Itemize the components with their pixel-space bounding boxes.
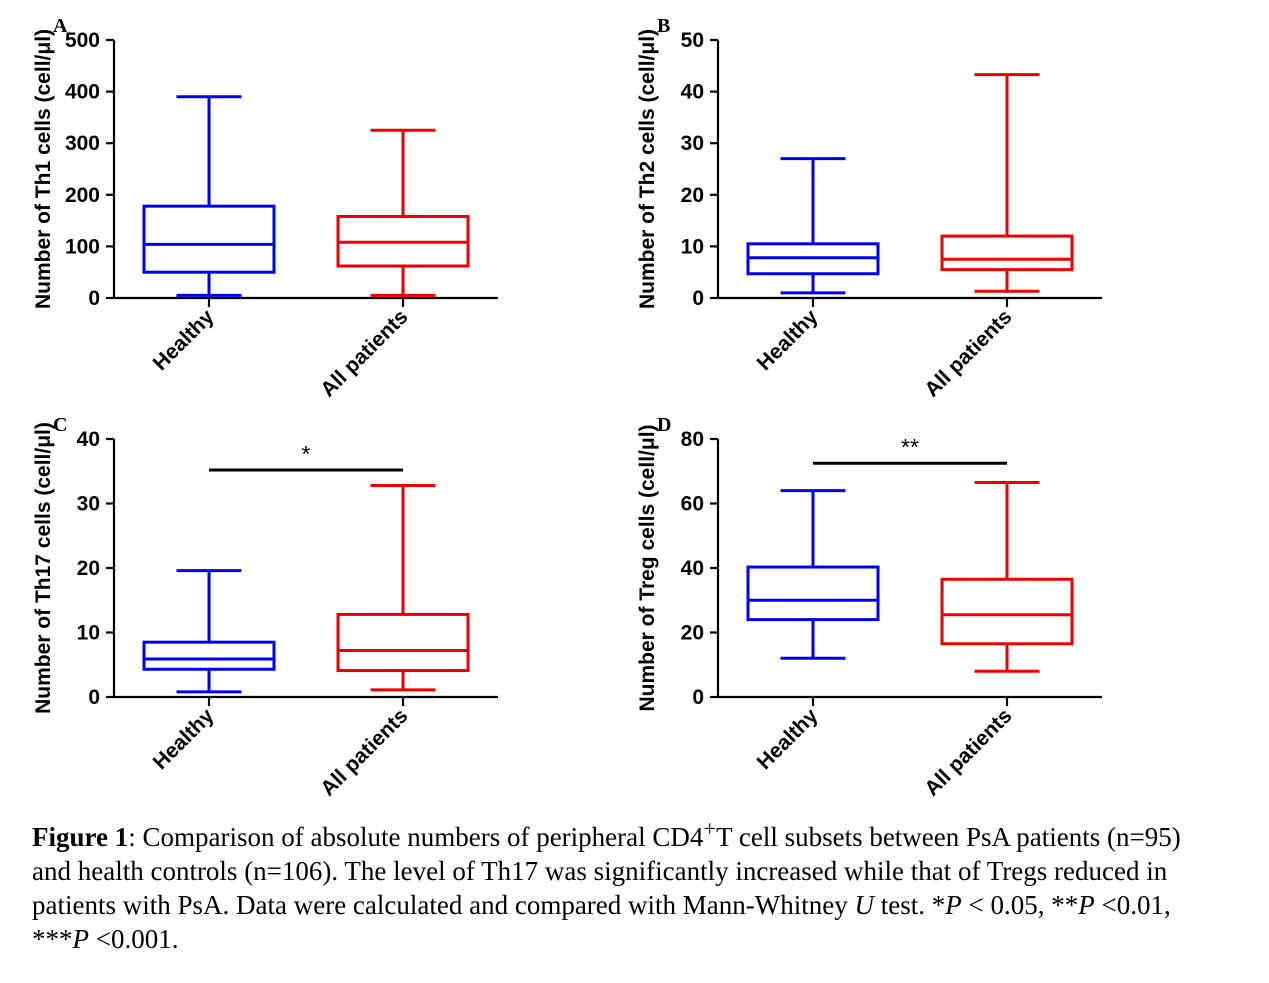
svg-text:Healthy: Healthy [149,704,219,774]
svg-text:60: 60 [681,493,704,516]
svg-text:Number of Th2 cells (cell/μl): Number of Th2 cells (cell/μl) [636,29,659,309]
svg-text:10: 10 [681,235,704,258]
svg-text:40: 40 [77,428,100,451]
svg-text:10: 10 [77,622,100,645]
svg-text:D: D [657,414,671,436]
svg-text:All patients: All patients [920,305,1016,400]
svg-text:40: 40 [681,81,704,104]
svg-text:All patients: All patients [316,305,412,400]
svg-text:50: 50 [681,29,704,52]
svg-text:20: 20 [681,184,704,207]
svg-text:B: B [657,15,670,37]
svg-text:100: 100 [65,235,100,258]
svg-text:20: 20 [681,622,704,645]
svg-text:500: 500 [65,29,100,52]
svg-text:All patients: All patients [920,704,1016,799]
svg-text:20: 20 [77,557,100,580]
svg-text:80: 80 [681,428,704,451]
svg-text:A: A [53,15,68,37]
svg-text:0: 0 [88,686,100,709]
svg-text:C: C [53,414,67,436]
svg-text:400: 400 [65,81,100,104]
svg-text:300: 300 [65,132,100,155]
svg-text:Number of Treg cells (cell/μl): Number of Treg cells (cell/μl) [636,424,659,711]
svg-text:30: 30 [681,132,704,155]
svg-text:0: 0 [88,287,100,310]
svg-text:40: 40 [681,557,704,580]
svg-text:30: 30 [77,493,100,516]
svg-text:Healthy: Healthy [753,305,823,375]
svg-text:Healthy: Healthy [753,704,823,774]
svg-text:0: 0 [692,287,704,310]
svg-text:0: 0 [692,686,704,709]
svg-text:*: * [302,441,311,467]
svg-text:Number of Th1 cells (cell/μl): Number of Th1 cells (cell/μl) [32,29,55,309]
svg-text:**: ** [901,434,919,460]
svg-text:Healthy: Healthy [149,305,219,375]
svg-text:Number of Th17 cells (cell/μl): Number of Th17 cells (cell/μl) [32,422,55,714]
svg-text:200: 200 [65,184,100,207]
svg-text:All patients: All patients [316,704,412,799]
